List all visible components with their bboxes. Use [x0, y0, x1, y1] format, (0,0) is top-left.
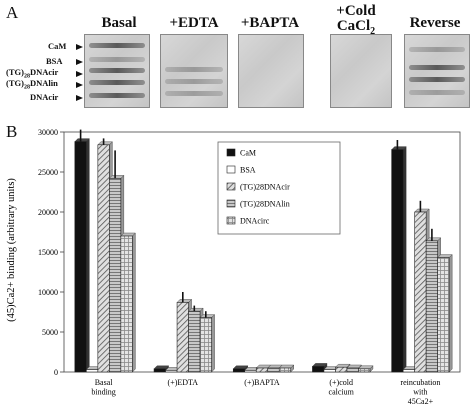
legend-swatch — [226, 216, 236, 225]
y-tick-label: 5000 — [42, 328, 58, 337]
y-tick-label: 30000 — [38, 128, 58, 137]
lane-label-bsa: BSA — [46, 56, 63, 66]
bar — [244, 370, 257, 373]
lane-arrow-dnacir — [76, 95, 83, 101]
bar — [312, 366, 325, 373]
bar — [402, 369, 415, 373]
blot-reverse — [404, 34, 470, 108]
blot-title-bapta: +BAPTA — [240, 15, 300, 31]
lane-arrow-tg-dnalin — [76, 82, 83, 88]
blot-title-cold-cacl2: +Cold CaCl2 — [320, 4, 392, 39]
lane-label-dnacir: DNAcir — [30, 92, 59, 102]
bar — [97, 144, 110, 373]
bar — [199, 317, 212, 373]
bar — [255, 367, 269, 373]
lane-arrow-bsa — [76, 59, 83, 65]
y-tick-label: 15000 — [38, 248, 58, 257]
bar-side — [86, 138, 90, 373]
y-axis-label: (45)Ca2+ binding (arbitrary units) — [6, 178, 17, 322]
bar — [165, 370, 178, 373]
lane-label-cam: CaM — [48, 41, 67, 51]
lane-arrow-cam — [76, 44, 83, 50]
legend-swatch — [226, 182, 236, 191]
bar-side — [448, 254, 453, 373]
bar-chart: 0 5000 10000 15000 20000 25000 30000 Basalbindi… — [6, 128, 461, 406]
bar — [86, 369, 99, 373]
lane-label-tg-dnalin: (TG)28DNAlin — [6, 78, 58, 91]
bar — [335, 366, 348, 373]
blot-title-edta: +EDTA — [169, 15, 219, 31]
bar — [188, 310, 201, 373]
panel-b-letter: B — [6, 122, 18, 141]
bar — [346, 367, 359, 373]
y-tick-label: 25000 — [38, 168, 58, 177]
legend-swatch — [226, 165, 236, 174]
lane-label-tg-dnalin-prefix: (TG) — [6, 78, 24, 88]
legend-label: (TG)28DNAlin — [240, 200, 290, 209]
blot-bapta — [238, 34, 304, 108]
bar — [267, 367, 280, 373]
legend-label: (TG)28DNAcir — [240, 183, 290, 192]
legend-swatch — [226, 199, 236, 208]
blot-basal — [84, 34, 150, 108]
bar — [176, 302, 189, 373]
y-tick-label: 0 — [54, 368, 58, 377]
x-category-label: with — [413, 388, 427, 397]
panel-a-letter: A — [6, 3, 19, 22]
x-category-label: reincubation — [400, 378, 440, 387]
bar — [278, 367, 292, 373]
lane-label-tg-dnacir-suffix: DNAcir — [29, 67, 59, 77]
blot-title-basal: Basal — [101, 15, 137, 31]
bar-side — [402, 146, 407, 373]
x-category-label: 45Ca2+ — [408, 397, 434, 406]
lane-label-tg-dnacir: (TG)28DNAcir — [6, 67, 59, 80]
x-category-label: (+)EDTA — [168, 378, 199, 387]
blot-title-cold-sub: 2 — [370, 26, 376, 37]
lane-arrow-tg-dnacir — [76, 71, 83, 77]
bar — [109, 178, 122, 373]
y-tick-label: 10000 — [38, 288, 58, 297]
legend-label: CaM — [240, 149, 256, 158]
x-category-label: (+)BAPTA — [244, 378, 280, 387]
bar — [437, 257, 450, 373]
blot-title-cold-line1: +Cold — [336, 3, 376, 19]
bar — [391, 149, 404, 373]
x-category-label: binding — [91, 388, 115, 397]
bar — [120, 235, 133, 373]
legend-swatch — [226, 148, 236, 157]
bar-side — [132, 232, 136, 373]
legend — [217, 141, 341, 235]
lane-label-tg-dnalin-suffix: DNAlin — [29, 78, 58, 88]
bar — [74, 141, 87, 373]
blot-title-reverse: Reverse — [409, 15, 461, 31]
bar-side — [211, 314, 215, 373]
legend-label: DNAcirc — [240, 217, 270, 226]
bar — [425, 240, 438, 373]
x-category-label: (+)cold — [329, 378, 353, 387]
bar — [232, 368, 246, 373]
legend-label: BSA — [240, 166, 256, 175]
blot-title-cold-line2: CaCl — [336, 18, 371, 34]
lane-label-tg-dnacir-prefix: (TG) — [6, 67, 24, 77]
blot-cold-cacl2 — [330, 34, 392, 108]
y-tick-label: 20000 — [38, 208, 58, 217]
x-category-label: Basal — [95, 378, 114, 387]
bar — [153, 368, 166, 373]
x-category-label: calcium — [329, 388, 355, 397]
bar — [414, 211, 427, 373]
blot-edta — [160, 34, 228, 108]
bar — [358, 368, 371, 373]
bar — [323, 369, 336, 373]
